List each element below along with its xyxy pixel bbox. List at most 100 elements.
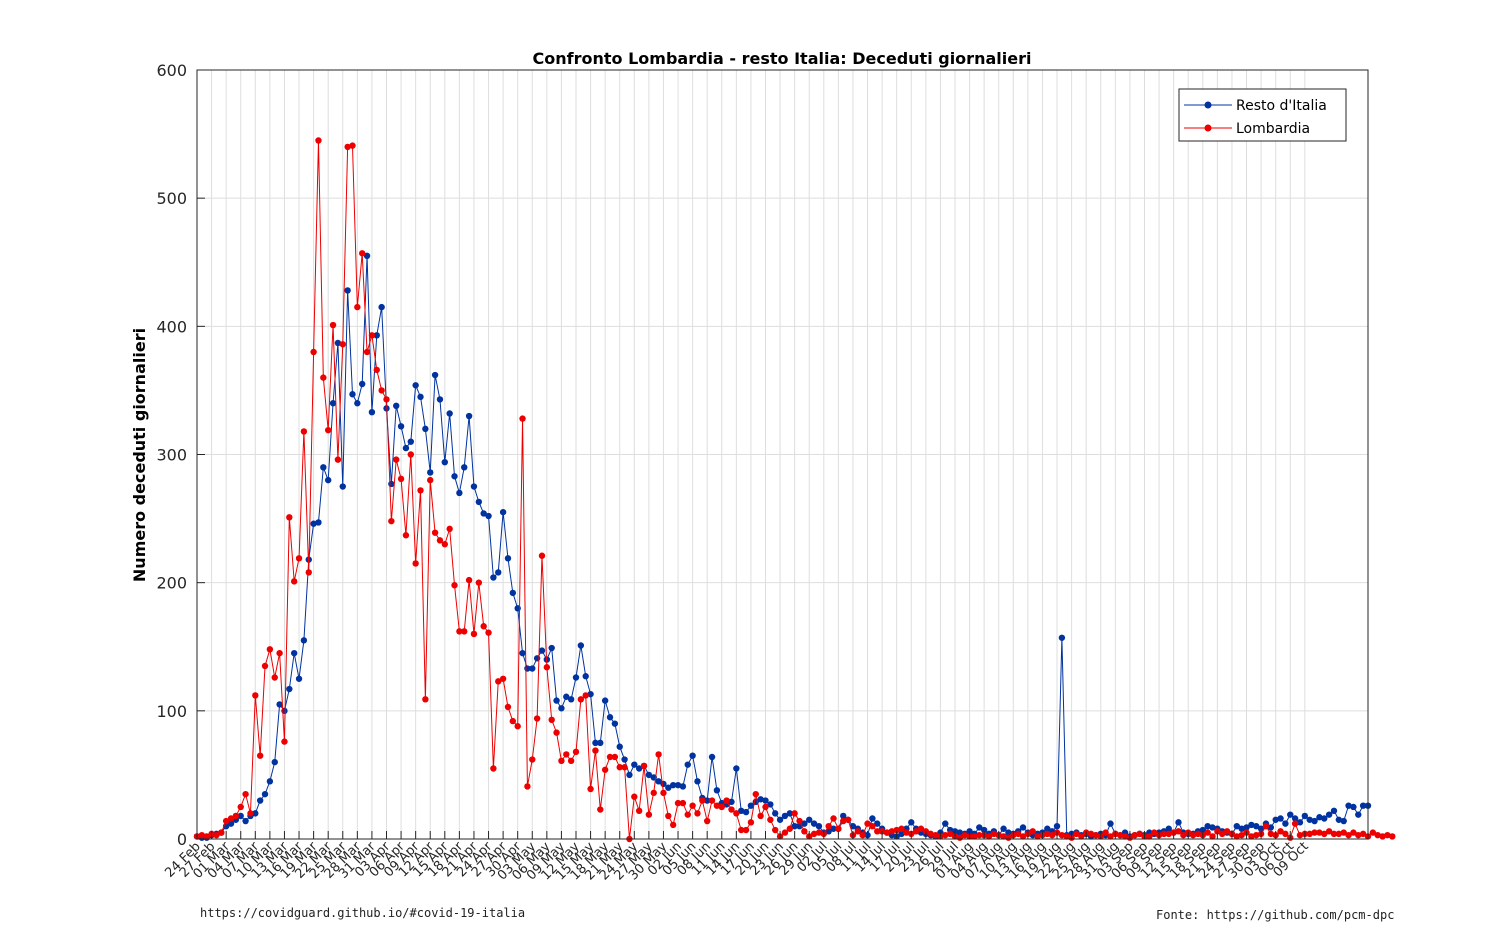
data-point <box>1282 830 1289 838</box>
data-point <box>645 771 653 779</box>
data-point <box>1287 811 1294 818</box>
data-point <box>1087 830 1095 838</box>
data-point <box>908 819 915 826</box>
data-point <box>461 464 468 471</box>
data-point <box>1359 830 1367 838</box>
data-point <box>553 697 560 704</box>
data-point <box>519 649 526 657</box>
data-point <box>261 662 269 670</box>
data-point <box>1330 807 1338 814</box>
data-point <box>344 287 351 294</box>
data-point <box>733 765 740 772</box>
data-point <box>786 825 793 832</box>
data-point <box>587 690 594 698</box>
data-point <box>276 649 283 657</box>
data-point <box>388 517 395 525</box>
data-point <box>752 790 759 798</box>
data-point <box>1175 819 1182 826</box>
data-point <box>324 476 332 484</box>
data-point <box>373 366 380 374</box>
data-point <box>422 425 429 433</box>
data-point <box>1355 831 1362 839</box>
data-point <box>592 747 599 754</box>
data-point <box>616 743 623 750</box>
data-point <box>470 630 478 638</box>
data-point <box>854 828 862 835</box>
y-tick-label: 500 <box>156 189 187 208</box>
data-point <box>1277 815 1284 822</box>
data-point <box>1233 822 1241 830</box>
data-point <box>1355 811 1362 818</box>
data-point <box>320 464 327 471</box>
data-point <box>772 826 779 834</box>
data-point <box>893 826 900 834</box>
data-point <box>665 784 672 791</box>
data-point <box>295 555 303 562</box>
data-point <box>261 790 269 798</box>
data-point <box>363 348 371 356</box>
data-point <box>786 810 793 817</box>
data-point <box>402 444 410 452</box>
data-point <box>1335 816 1343 823</box>
data-point <box>349 391 356 398</box>
data-point <box>679 799 687 807</box>
data-point <box>310 348 317 356</box>
data-point <box>412 382 419 389</box>
data-point <box>242 790 249 798</box>
data-point <box>597 739 604 747</box>
legend: Resto d'Italia Lombardia <box>1178 88 1347 142</box>
data-point <box>456 489 463 497</box>
data-point <box>864 820 871 827</box>
data-point <box>689 802 696 809</box>
legend-label-lombardia: Lombardia <box>1236 121 1310 137</box>
data-point <box>529 665 536 672</box>
data-point <box>1316 814 1323 821</box>
data-point <box>728 798 735 806</box>
data-point <box>451 582 458 589</box>
data-point <box>529 756 536 763</box>
data-point <box>1248 821 1255 829</box>
data-point <box>305 569 312 576</box>
data-point <box>276 701 283 708</box>
data-point <box>354 400 361 407</box>
data-point <box>679 783 687 790</box>
data-point <box>1282 820 1289 827</box>
data-point <box>252 692 259 699</box>
data-point <box>378 303 385 311</box>
data-point <box>1301 812 1309 820</box>
data-point <box>407 438 414 445</box>
data-point <box>1063 833 1070 840</box>
data-point <box>1340 829 1347 836</box>
data-point <box>830 825 837 832</box>
data-point <box>1165 830 1172 838</box>
data-point <box>417 487 424 494</box>
data-point <box>1165 825 1172 832</box>
data-point <box>961 831 968 839</box>
data-point <box>815 829 823 836</box>
data-point <box>290 649 298 657</box>
data-point <box>538 647 546 654</box>
data-point <box>1189 831 1197 839</box>
data-point <box>1389 833 1396 840</box>
data-point <box>932 831 939 839</box>
data-point <box>689 752 696 759</box>
data-point <box>1160 830 1168 838</box>
data-point <box>271 758 278 766</box>
data-point <box>412 560 419 567</box>
data-point <box>1243 824 1250 831</box>
data-point <box>859 831 866 839</box>
data-point <box>388 480 395 488</box>
data-point <box>1102 829 1109 836</box>
data-point <box>198 831 206 839</box>
source-link-left: https://covidguard.github.io/#covid-19-i… <box>200 906 526 920</box>
data-point <box>373 332 380 339</box>
data-point <box>548 716 555 724</box>
data-point <box>1306 816 1313 823</box>
data-point <box>1223 828 1231 835</box>
data-point <box>436 537 444 544</box>
data-point <box>592 739 599 747</box>
data-point <box>558 757 565 765</box>
data-point <box>849 822 857 830</box>
data-point <box>354 303 361 311</box>
data-point <box>582 673 589 680</box>
